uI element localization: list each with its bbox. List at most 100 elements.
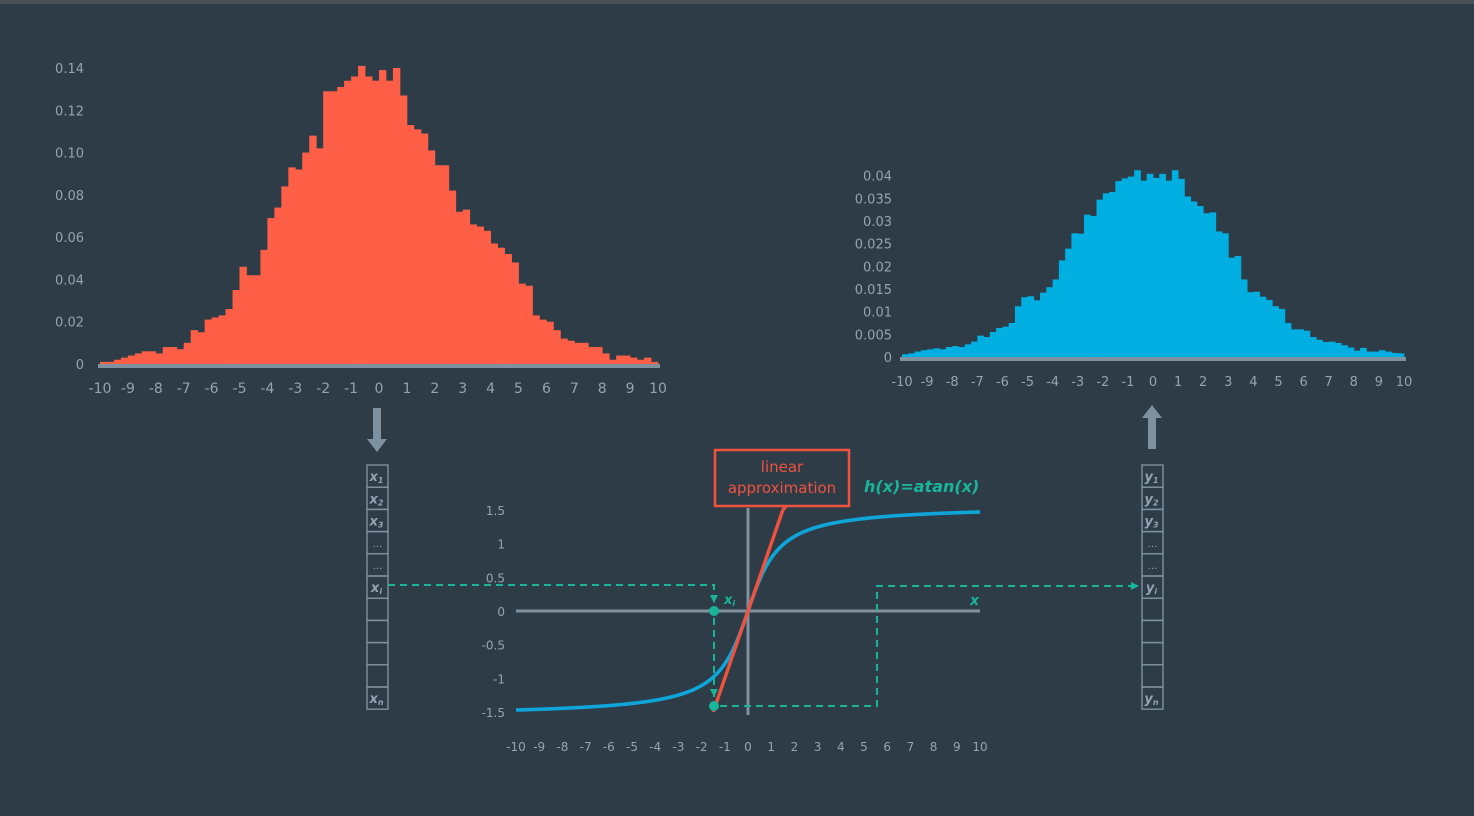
vector-cell: [366, 686, 389, 710]
input-bar: [525, 285, 533, 364]
input-bar: [190, 330, 199, 364]
input-bar: [162, 347, 171, 364]
curve-label: h(x)=atan(x): [864, 477, 979, 496]
function-plot: 1.510.50-0.5-1-1.5-10 -9 -8 -7 -6 -5 -4 -3 -2 -1 0…: [388, 448, 1139, 754]
output-histogram: 00.0050.010.0150.020.0250.030.0350.04-10…: [855, 170, 1412, 390]
output-x-tick-label: 2: [1199, 375, 1207, 390]
output-bar: [1309, 337, 1317, 357]
output-bar: [1115, 181, 1123, 357]
output-bar: [1109, 191, 1116, 357]
output-point: [709, 701, 719, 711]
input-bar: [609, 359, 617, 364]
output-bar: [945, 347, 953, 357]
output-bar: [1228, 257, 1235, 357]
output-bar: [1203, 213, 1210, 357]
vector-entry-label: xi: [370, 581, 382, 596]
output-bar: [1065, 248, 1072, 357]
output-bar: [977, 335, 984, 357]
output-bar: [1278, 308, 1286, 357]
input-bar: [448, 190, 457, 364]
input-y-tick-label: 0.14: [55, 62, 84, 77]
output-bar: [1083, 214, 1091, 357]
input-bar: [637, 359, 645, 364]
output-bar: [1002, 326, 1010, 357]
vector-entry-label: yn: [1144, 692, 1158, 707]
input-bar: [630, 357, 638, 364]
input-bar: [211, 317, 219, 364]
input-bar: [337, 87, 345, 364]
input-x-tick-label: -10: [89, 381, 112, 397]
plot-x-tick-label: -3: [672, 740, 684, 754]
output-bar: [1127, 176, 1135, 357]
output-bar: [1253, 291, 1261, 357]
input-bar: [413, 129, 422, 364]
plot-x-tick-label: 10: [972, 740, 987, 754]
output-bar: [1259, 296, 1267, 357]
output-x-tick-label: 1: [1174, 375, 1182, 390]
input-x-tick-label: -7: [177, 381, 191, 397]
input-x-tick-label: 6: [542, 381, 551, 397]
input-bar: [169, 347, 178, 364]
plot-y-tick-label: -0.5: [482, 639, 505, 653]
input-bar: [246, 275, 254, 364]
vector-cell: [366, 664, 389, 688]
output-x-tick-label: 8: [1350, 375, 1358, 390]
input-bar: [602, 353, 610, 364]
output-bar: [1052, 279, 1060, 357]
input-point: [709, 606, 719, 616]
output-bar: [1033, 300, 1041, 357]
down-arrow: [367, 408, 387, 452]
input-x-tick-label: 2: [430, 381, 439, 397]
input-y-tick-label: 0.06: [55, 231, 84, 246]
input-bar: [455, 211, 464, 364]
output-y-tick-label: 0.005: [855, 328, 892, 343]
input-bar: [260, 249, 268, 364]
output-bar: [1102, 193, 1110, 357]
output-bar: [1372, 351, 1380, 357]
output-bar: [1209, 212, 1217, 357]
input-x-tick-label: -4: [260, 381, 274, 397]
vector-entry-label: x2: [369, 492, 384, 507]
input-x-tick-label: 4: [486, 381, 495, 397]
input-bar: [392, 68, 401, 364]
plot-x-tick-label: -6: [603, 740, 615, 754]
input-bar: [476, 226, 485, 364]
output-x-tick-label: 3: [1224, 375, 1232, 390]
plot-x-tick-label: -10: [506, 740, 526, 754]
output-bar: [1222, 233, 1229, 357]
vector-entry-label: x1: [369, 470, 384, 485]
output-bar: [1353, 350, 1361, 357]
vector-cell: [1141, 641, 1164, 666]
output-bar: [1360, 347, 1367, 357]
vector-cell: [366, 641, 389, 666]
plot-x-tick-label: -5: [626, 740, 638, 754]
output-x-tick-label: 9: [1375, 375, 1383, 390]
output-bar: [920, 350, 928, 357]
input-bar: [134, 353, 143, 364]
vector-entry-label: x3: [369, 515, 384, 530]
input-y-tick-label: 0.04: [55, 273, 84, 288]
output-bar: [971, 341, 978, 357]
output-bar: [1328, 341, 1336, 357]
input-bar: [546, 321, 554, 364]
output-bar: [1247, 292, 1254, 357]
mapping-path-input: [388, 584, 715, 604]
input-x-tick-label: -5: [233, 381, 247, 397]
output-x-tick-label: -4: [1046, 375, 1059, 390]
output-bar: [1171, 170, 1179, 357]
input-bar: [532, 315, 540, 364]
output-y-tick-label: 0.03: [863, 215, 892, 230]
input-bar: [588, 347, 596, 364]
output-bar: [1146, 173, 1154, 357]
vector-ellipsis: ...: [373, 539, 383, 550]
input-x-tick-label: -1: [344, 381, 358, 397]
output-bar: [1021, 297, 1028, 357]
input-bar: [358, 65, 366, 364]
output-bar: [1159, 173, 1166, 357]
arrow-head: [1142, 405, 1162, 418]
output-x-tick-label: -5: [1021, 375, 1034, 390]
vector-entry-label: y3: [1144, 515, 1158, 530]
vector-cell: [1141, 619, 1164, 644]
